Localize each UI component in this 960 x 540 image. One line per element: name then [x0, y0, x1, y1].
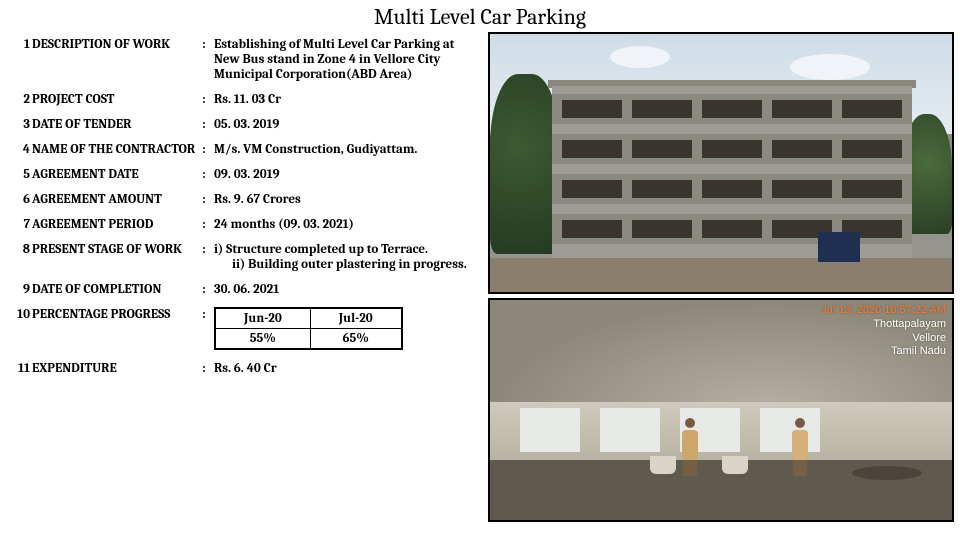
timestamp-line: Thottapalayam [821, 318, 946, 332]
row-expenditure: 11 EXPENDITURE : Rs. 6. 40 Cr [12, 356, 480, 381]
row-label: PERCENTAGE PROGRESS [30, 302, 202, 356]
colon: : [202, 137, 214, 162]
row-value: 30. 06. 2021 [214, 277, 480, 302]
timestamp-line: Tamil Nadu [821, 345, 946, 359]
row-description: 1 DESCRIPTION OF WORK : Establishing of … [12, 32, 480, 87]
colon: : [202, 356, 214, 381]
colon: : [202, 187, 214, 212]
row-progress: 10 PERCENTAGE PROGRESS : Jun-20 Jul-20 5… [12, 302, 480, 356]
colon: : [202, 32, 214, 87]
colon: : [202, 212, 214, 237]
stage-line-2: ii) Building outer plastering in progres… [214, 257, 480, 272]
stage-line-1: i) Structure completed up to Terrace. [214, 242, 428, 257]
row-num: 10 [12, 302, 30, 356]
row-label: DATE OF TENDER [30, 112, 202, 137]
row-num: 8 [12, 237, 30, 277]
colon: : [202, 162, 214, 187]
progress-header: Jun-20 [216, 309, 311, 329]
row-num: 3 [12, 112, 30, 137]
page-title: Multi Level Car Parking [0, 0, 960, 32]
row-value: Jun-20 Jul-20 55% 65% [214, 302, 480, 356]
row-label: AGREEMENT PERIOD [30, 212, 202, 237]
row-contractor: 4 NAME OF THE CONTRACTOR : M/s. VM Const… [12, 137, 480, 162]
interior-photo: Jul 13, 2020 10:57:22 AM Thottapalayam V… [488, 298, 954, 522]
exterior-photo [488, 32, 954, 294]
row-label: AGREEMENT DATE [30, 162, 202, 187]
row-num: 6 [12, 187, 30, 212]
row-label: DATE OF COMPLETION [30, 277, 202, 302]
row-value: M/s. VM Construction, Gudiyattam. [214, 137, 480, 162]
row-value: Rs. 6. 40 Cr [214, 356, 480, 381]
row-present-stage: 8 PRESENT STAGE OF WORK : i) Structure c… [12, 237, 480, 277]
row-agreement-period: 7 AGREEMENT PERIOD : 24 months (09. 03. … [12, 212, 480, 237]
progress-value: 55% [216, 329, 311, 349]
row-num: 1 [12, 32, 30, 87]
colon: : [202, 302, 214, 356]
photos-column: Jul 13, 2020 10:57:22 AM Thottapalayam V… [488, 32, 960, 540]
row-label: PRESENT STAGE OF WORK [30, 237, 202, 277]
timestamp-line: Jul 13, 2020 10:57:22 AM [821, 304, 946, 318]
row-num: 9 [12, 277, 30, 302]
row-label: AGREEMENT AMOUNT [30, 187, 202, 212]
row-cost: 2 PROJECT COST : Rs. 11. 03 Cr [12, 87, 480, 112]
row-label: NAME OF THE CONTRACTOR [30, 137, 202, 162]
details-column: 1 DESCRIPTION OF WORK : Establishing of … [0, 32, 488, 540]
colon: : [202, 87, 214, 112]
row-label: PROJECT COST [30, 87, 202, 112]
row-value: 09. 03. 2019 [214, 162, 480, 187]
row-num: 11 [12, 356, 30, 381]
colon: : [202, 277, 214, 302]
photo-timestamp: Jul 13, 2020 10:57:22 AM Thottapalayam V… [821, 304, 946, 359]
timestamp-line: Vellore [821, 332, 946, 346]
row-value: 24 months (09. 03. 2021) [214, 212, 480, 237]
row-value: Establishing of Multi Level Car Parking … [214, 32, 480, 87]
details-table: 1 DESCRIPTION OF WORK : Establishing of … [12, 32, 480, 381]
row-completion-date: 9 DATE OF COMPLETION : 30. 06. 2021 [12, 277, 480, 302]
row-label: EXPENDITURE [30, 356, 202, 381]
row-value: Rs. 11. 03 Cr [214, 87, 480, 112]
progress-value: 65% [310, 329, 401, 349]
colon: : [202, 112, 214, 137]
row-value: Rs. 9. 67 Crores [214, 187, 480, 212]
progress-table: Jun-20 Jul-20 55% 65% [214, 307, 403, 350]
content-row: 1 DESCRIPTION OF WORK : Establishing of … [0, 32, 960, 540]
row-tender-date: 3 DATE OF TENDER : 05. 03. 2019 [12, 112, 480, 137]
row-label: DESCRIPTION OF WORK [30, 32, 202, 87]
colon: : [202, 237, 214, 277]
row-agreement-date: 5 AGREEMENT DATE : 09. 03. 2019 [12, 162, 480, 187]
progress-header: Jul-20 [310, 309, 401, 329]
row-num: 7 [12, 212, 30, 237]
row-value: i) Structure completed up to Terrace. ii… [214, 237, 480, 277]
row-value: 05. 03. 2019 [214, 112, 480, 137]
row-num: 2 [12, 87, 30, 112]
row-agreement-amount: 6 AGREEMENT AMOUNT : Rs. 9. 67 Crores [12, 187, 480, 212]
row-num: 5 [12, 162, 30, 187]
row-num: 4 [12, 137, 30, 162]
